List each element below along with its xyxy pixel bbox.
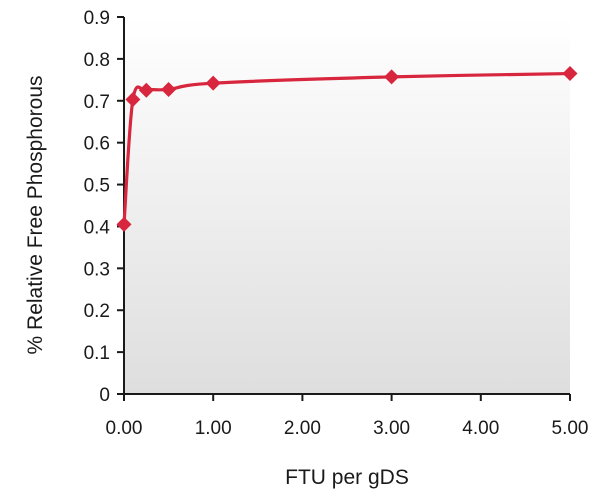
- x-tick-label: 0.00: [106, 418, 143, 439]
- y-tick-label: 0.3: [84, 259, 110, 280]
- x-tick-label: 1.00: [195, 418, 232, 439]
- y-tick-label: 0.9: [84, 8, 110, 29]
- data-point-marker: [116, 216, 132, 232]
- x-tick-label: 2.00: [284, 418, 321, 439]
- x-axis-ticks: 0.00 1.00 2.00 3.00 4.00 5.00: [106, 394, 589, 439]
- data-point-marker: [125, 92, 141, 108]
- y-axis-ticks: 0 0.1 0.2 0.3 0.4 0.5 0.6 0.7 0.8 0.9: [84, 8, 124, 406]
- y-tick-label: 0.2: [84, 301, 110, 322]
- y-tick-label: 0.5: [84, 176, 110, 197]
- data-point-marker: [384, 69, 400, 85]
- x-tick-label: 3.00: [373, 418, 410, 439]
- plot-area-background: [124, 17, 570, 394]
- data-point-marker: [562, 66, 578, 82]
- x-tick-label: 5.00: [552, 418, 589, 439]
- data-point-marker: [138, 82, 154, 98]
- data-point-marker: [205, 75, 221, 91]
- y-tick-label: 0.4: [84, 217, 111, 238]
- y-tick-label: 0.8: [84, 50, 110, 71]
- y-tick-label: 0: [99, 385, 110, 406]
- y-tick-label: 0.6: [84, 134, 110, 155]
- x-axis-title: FTU per gDS: [285, 466, 409, 489]
- x-tick-label: 4.00: [462, 418, 499, 439]
- y-tick-label: 0.7: [84, 92, 110, 113]
- data-point-marker: [161, 81, 177, 97]
- y-tick-label: 0.1: [84, 343, 110, 364]
- series-layer: [116, 66, 578, 232]
- y-axis-title: % Relative Free Phosphorous: [24, 76, 47, 355]
